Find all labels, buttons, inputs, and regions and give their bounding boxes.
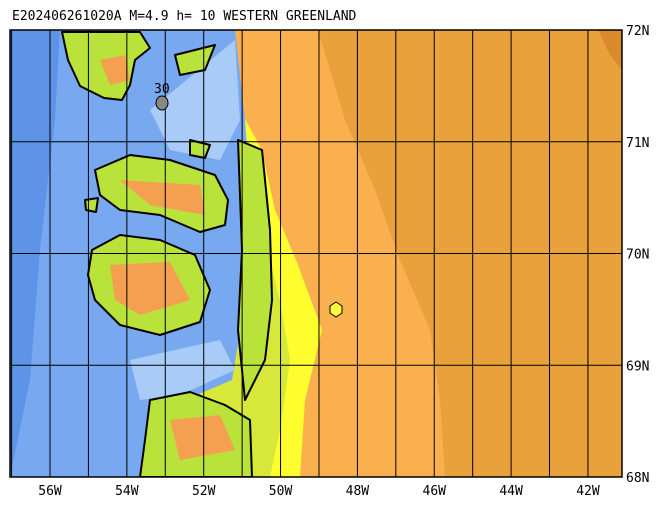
latitude-label: 71N	[626, 136, 649, 151]
longitude-label: 50W	[269, 484, 293, 499]
longitude-label: 44W	[499, 484, 523, 499]
map-frame	[9, 29, 623, 478]
gray-blob	[155, 95, 169, 111]
graticule	[10, 30, 622, 477]
latitude-label: 69N	[626, 359, 649, 374]
highest-elevation	[598, 30, 622, 70]
epicenter-marker	[329, 301, 343, 318]
shallow-ocean	[130, 340, 235, 400]
latitude-label: 70N	[626, 248, 649, 263]
land-interior	[100, 55, 235, 460]
longitude-label: 56W	[38, 484, 62, 499]
longitude-label: 54W	[115, 484, 139, 499]
longitude-label: 48W	[346, 484, 370, 499]
latitude-label: 72N	[626, 24, 649, 39]
shallow-ocean	[150, 40, 240, 160]
map-area: 30	[10, 30, 622, 477]
longitude-label: 46W	[423, 484, 447, 499]
island	[84, 197, 99, 213]
longitude-label: 42W	[576, 484, 600, 499]
marker-label: 30	[154, 82, 170, 97]
longitude-label: 52W	[192, 484, 216, 499]
mainland-coast	[237, 139, 273, 401]
island	[174, 44, 216, 76]
title: E202406261020A M=4.9 h= 10 WESTERN GREEN…	[12, 9, 357, 24]
latitude-label: 68N	[626, 471, 649, 486]
